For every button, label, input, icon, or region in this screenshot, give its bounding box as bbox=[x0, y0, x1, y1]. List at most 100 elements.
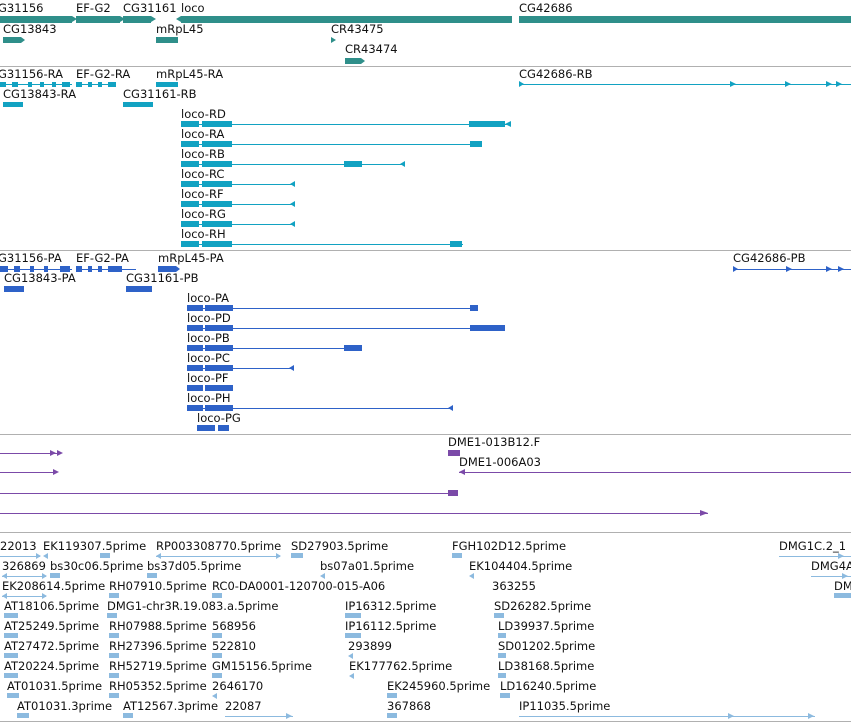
est-label[interactable]: AT25249.5prime bbox=[4, 619, 100, 633]
transcript-label[interactable]: loco-RH bbox=[181, 227, 226, 241]
est-label[interactable]: RH07988.5prime bbox=[109, 619, 207, 633]
exon-block[interactable] bbox=[108, 82, 116, 87]
est-label[interactable]: EK208614.5prime bbox=[2, 579, 106, 593]
exon-block[interactable] bbox=[202, 241, 232, 247]
est-block[interactable] bbox=[109, 593, 119, 598]
gene-label[interactable]: loco bbox=[181, 1, 205, 15]
transcript-label[interactable]: loco-RG bbox=[181, 207, 226, 221]
est-label[interactable]: RC0-DA0001-120700-015-A06 bbox=[212, 579, 386, 593]
clone-label[interactable]: DME1-013B12.F bbox=[448, 435, 541, 449]
exon-block[interactable] bbox=[123, 102, 153, 107]
protein-label[interactable]: EF-G2-PA bbox=[76, 251, 129, 265]
est-label[interactable]: 293899 bbox=[348, 639, 392, 653]
est-label[interactable]: 22087 bbox=[225, 699, 262, 713]
cds-block[interactable] bbox=[126, 286, 152, 292]
est-block[interactable] bbox=[498, 673, 506, 678]
exon-block[interactable] bbox=[28, 82, 32, 87]
exon-block[interactable] bbox=[450, 241, 462, 247]
gene-label[interactable]: CR43474 bbox=[345, 42, 398, 56]
transcript-label[interactable]: CG31161-RB bbox=[123, 87, 197, 101]
cds-block[interactable] bbox=[0, 266, 8, 272]
exon-block[interactable] bbox=[469, 121, 505, 127]
exon-block[interactable] bbox=[181, 141, 199, 147]
est-block[interactable] bbox=[387, 713, 397, 718]
gene-label[interactable]: CG42686 bbox=[519, 1, 573, 15]
cds-block[interactable] bbox=[205, 325, 233, 331]
exon-block[interactable] bbox=[12, 82, 18, 87]
protein-label[interactable]: CG13843-PA bbox=[4, 271, 76, 285]
est-block[interactable] bbox=[834, 593, 851, 598]
cds-block[interactable] bbox=[4, 286, 24, 292]
cds-block[interactable] bbox=[14, 266, 20, 272]
est-label[interactable]: EK119307.5prime bbox=[43, 539, 147, 553]
exon-block[interactable] bbox=[40, 82, 44, 87]
cds-block[interactable] bbox=[218, 425, 229, 431]
est-label[interactable]: AT20224.5prime bbox=[4, 659, 100, 673]
est-block[interactable] bbox=[100, 553, 110, 558]
protein-label[interactable]: loco-PD bbox=[187, 311, 231, 325]
est-label[interactable]: 522810 bbox=[212, 639, 256, 653]
est-block[interactable] bbox=[4, 653, 18, 658]
cds-block[interactable] bbox=[205, 345, 233, 351]
exon-block[interactable] bbox=[98, 82, 102, 87]
exon-block[interactable] bbox=[88, 82, 92, 87]
est-label[interactable]: RH52719.5prime bbox=[109, 659, 207, 673]
protein-label[interactable]: G31156-PA bbox=[0, 251, 62, 265]
est-block[interactable] bbox=[212, 653, 222, 658]
cds-block[interactable] bbox=[187, 345, 203, 351]
est-label[interactable]: AT01031.5prime bbox=[7, 679, 103, 693]
est-block[interactable] bbox=[109, 693, 119, 698]
cds-block[interactable] bbox=[88, 266, 92, 272]
cds-block[interactable] bbox=[30, 266, 34, 272]
est-label[interactable]: DM bbox=[834, 579, 851, 593]
est-label[interactable]: IP16112.5prime bbox=[345, 619, 437, 633]
est-label[interactable]: SD27903.5prime bbox=[291, 539, 389, 553]
clone-end-block[interactable] bbox=[448, 490, 458, 496]
est-label[interactable]: FGH102D12.5prime bbox=[452, 539, 567, 553]
est-label[interactable]: RH07910.5prime bbox=[109, 579, 207, 593]
protein-label[interactable]: loco-PH bbox=[187, 391, 231, 405]
protein-label[interactable]: loco-PG bbox=[197, 411, 241, 425]
est-label[interactable]: bs30c06.5prime bbox=[50, 559, 144, 573]
est-label[interactable]: DMG1C.2_1 bbox=[779, 539, 847, 553]
cds-block[interactable] bbox=[205, 385, 233, 391]
exon-block[interactable] bbox=[202, 201, 232, 207]
est-block[interactable] bbox=[4, 633, 18, 638]
clone-end-block[interactable] bbox=[448, 450, 460, 456]
cds-block[interactable] bbox=[205, 305, 233, 311]
protein-label[interactable]: CG31161-PB bbox=[126, 271, 199, 285]
transcript-label[interactable]: loco-RA bbox=[181, 127, 225, 141]
cds-block[interactable] bbox=[187, 405, 203, 411]
est-block[interactable] bbox=[494, 613, 504, 618]
est-block[interactable] bbox=[387, 693, 397, 698]
gene-bar[interactable] bbox=[0, 16, 72, 23]
est-block[interactable] bbox=[7, 693, 19, 698]
protein-label[interactable]: loco-PA bbox=[187, 291, 230, 305]
est-block[interactable] bbox=[345, 633, 361, 638]
cds-block[interactable] bbox=[344, 345, 362, 351]
est-block[interactable] bbox=[109, 673, 119, 678]
cds-block[interactable] bbox=[187, 325, 203, 331]
transcript-label[interactable]: G31156-RA bbox=[0, 67, 64, 81]
gene-label[interactable]: CR43475 bbox=[331, 22, 384, 36]
est-label[interactable]: RP003308770.5prime bbox=[156, 539, 282, 553]
est-label[interactable]: SD26282.5prime bbox=[494, 599, 592, 613]
est-block[interactable] bbox=[4, 613, 18, 618]
exon-block[interactable] bbox=[202, 121, 232, 127]
est-block[interactable] bbox=[452, 553, 462, 558]
protein-label[interactable]: mRpL45-PA bbox=[158, 251, 224, 265]
cds-block[interactable] bbox=[205, 365, 233, 371]
exon-block[interactable] bbox=[202, 161, 232, 167]
cds-block[interactable] bbox=[76, 266, 82, 272]
est-block[interactable] bbox=[107, 613, 117, 618]
est-label[interactable]: RH27396.5prime bbox=[109, 639, 207, 653]
exon-block[interactable] bbox=[181, 121, 199, 127]
est-label[interactable]: 326869 bbox=[2, 559, 46, 573]
transcript-label[interactable]: loco-RF bbox=[181, 187, 224, 201]
est-block[interactable] bbox=[147, 573, 157, 578]
gene-bar[interactable] bbox=[156, 37, 178, 43]
est-block[interactable] bbox=[50, 573, 60, 578]
exon-block[interactable] bbox=[62, 82, 70, 87]
exon-block[interactable] bbox=[202, 221, 232, 227]
est-label[interactable]: GM15156.5prime bbox=[212, 659, 312, 673]
